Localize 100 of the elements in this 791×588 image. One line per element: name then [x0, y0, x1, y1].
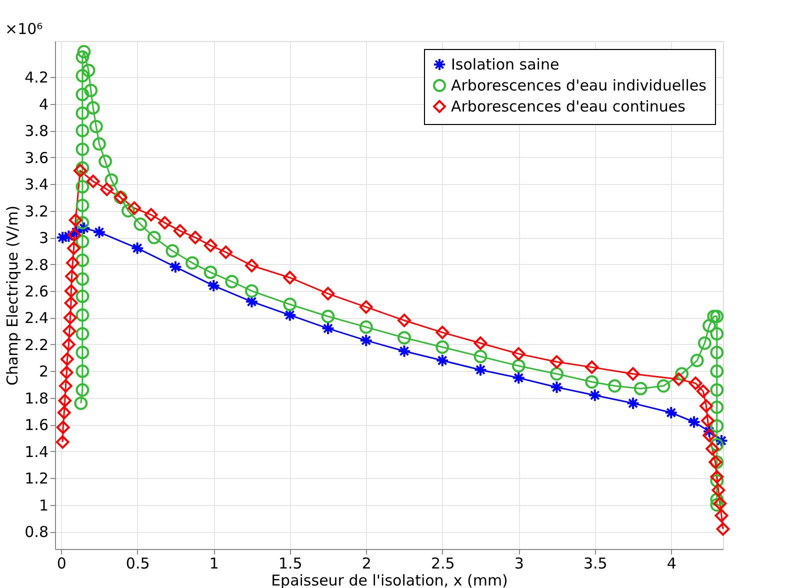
point — [64, 311, 77, 324]
point — [64, 284, 78, 298]
point — [359, 300, 373, 314]
text: ×10⁶ — [5, 20, 43, 38]
point — [57, 406, 71, 420]
point — [436, 326, 450, 340]
point — [588, 388, 602, 402]
y-tick-label: 2.2 — [24, 336, 48, 354]
legend-label: Arborescences d'eau individuelles — [451, 76, 707, 94]
point — [245, 258, 258, 272]
point — [626, 396, 640, 410]
y-tick-label: 1.2 — [24, 470, 48, 488]
x-tick-label: 0 — [56, 554, 66, 572]
x-tick-label: 3 — [514, 554, 524, 572]
x-tick-label: 2 — [362, 554, 372, 572]
point — [283, 308, 297, 322]
point — [702, 424, 716, 438]
point — [710, 470, 724, 484]
y-tick-label: 3.8 — [24, 122, 48, 140]
point — [206, 278, 220, 292]
point — [714, 508, 728, 522]
y-tick-label: 2.6 — [24, 282, 48, 300]
point — [56, 420, 70, 434]
point — [204, 238, 218, 252]
point — [512, 347, 526, 361]
point — [701, 414, 714, 428]
point — [68, 228, 82, 242]
point — [64, 296, 78, 310]
point — [158, 216, 172, 230]
point — [283, 270, 297, 284]
point — [144, 208, 158, 222]
y-tick-label: 2.8 — [24, 256, 48, 274]
x-tick-label: 1.5 — [278, 554, 302, 572]
point — [67, 242, 80, 255]
point — [687, 415, 701, 429]
y-tick-label: 1 — [38, 496, 48, 514]
point — [688, 376, 702, 390]
y-tick-label: 0.8 — [24, 523, 48, 542]
point — [188, 230, 202, 244]
point — [398, 314, 411, 328]
point — [398, 344, 411, 358]
point — [474, 336, 488, 350]
point — [58, 394, 72, 408]
point — [359, 334, 373, 348]
point — [58, 379, 72, 393]
point — [712, 483, 726, 497]
point — [62, 338, 76, 352]
x-tick-label: 1 — [209, 554, 219, 572]
point — [716, 522, 730, 536]
legend-label: Arborescences d'eau continues — [451, 98, 686, 116]
point — [474, 363, 488, 377]
y-tick-label: 4 — [38, 95, 48, 114]
point — [62, 324, 76, 338]
point — [714, 434, 728, 448]
y-tick-label: 1.4 — [24, 442, 48, 461]
point — [56, 435, 70, 449]
y-axis-title: Champ Electrique (V/m) — [4, 205, 22, 386]
point — [585, 360, 599, 374]
point — [702, 428, 716, 442]
point — [66, 256, 80, 270]
x-tick-label: 0.5 — [126, 554, 150, 572]
point — [73, 164, 87, 178]
point — [86, 174, 100, 188]
y-tick-label: 4.2 — [24, 68, 48, 87]
point — [713, 496, 727, 510]
point — [65, 270, 78, 283]
point — [672, 372, 686, 386]
point — [700, 399, 713, 413]
x-tick-label: 4 — [666, 554, 676, 572]
y-tick-label: 3.4 — [24, 176, 48, 194]
point — [128, 201, 142, 215]
point — [550, 380, 564, 394]
legend-label: Isolation saine — [451, 56, 560, 74]
point — [436, 354, 450, 368]
y-tick-label: 3.2 — [24, 202, 48, 220]
point — [706, 442, 720, 456]
y-tick-label: 3.6 — [24, 148, 48, 167]
point — [321, 286, 335, 300]
point — [321, 322, 335, 336]
point — [219, 246, 233, 259]
x-tick-label: 2.5 — [430, 554, 455, 572]
y-tick-label: 2.4 — [24, 309, 48, 328]
point — [168, 260, 182, 274]
point — [626, 367, 640, 381]
point — [92, 225, 106, 239]
y-tick-label: 2 — [38, 362, 48, 381]
point — [60, 366, 74, 380]
y-tick-label: 3 — [38, 229, 48, 248]
point — [512, 371, 526, 385]
y-tick-label: 1.8 — [24, 389, 48, 408]
x-tick-label: 3.5 — [583, 554, 608, 572]
point — [100, 182, 114, 196]
point — [60, 352, 74, 366]
point — [56, 230, 70, 244]
point — [550, 355, 564, 369]
point — [173, 224, 187, 238]
y-tick-label: 1.6 — [24, 416, 48, 434]
point — [68, 213, 82, 227]
point — [130, 242, 144, 255]
point — [664, 406, 678, 420]
